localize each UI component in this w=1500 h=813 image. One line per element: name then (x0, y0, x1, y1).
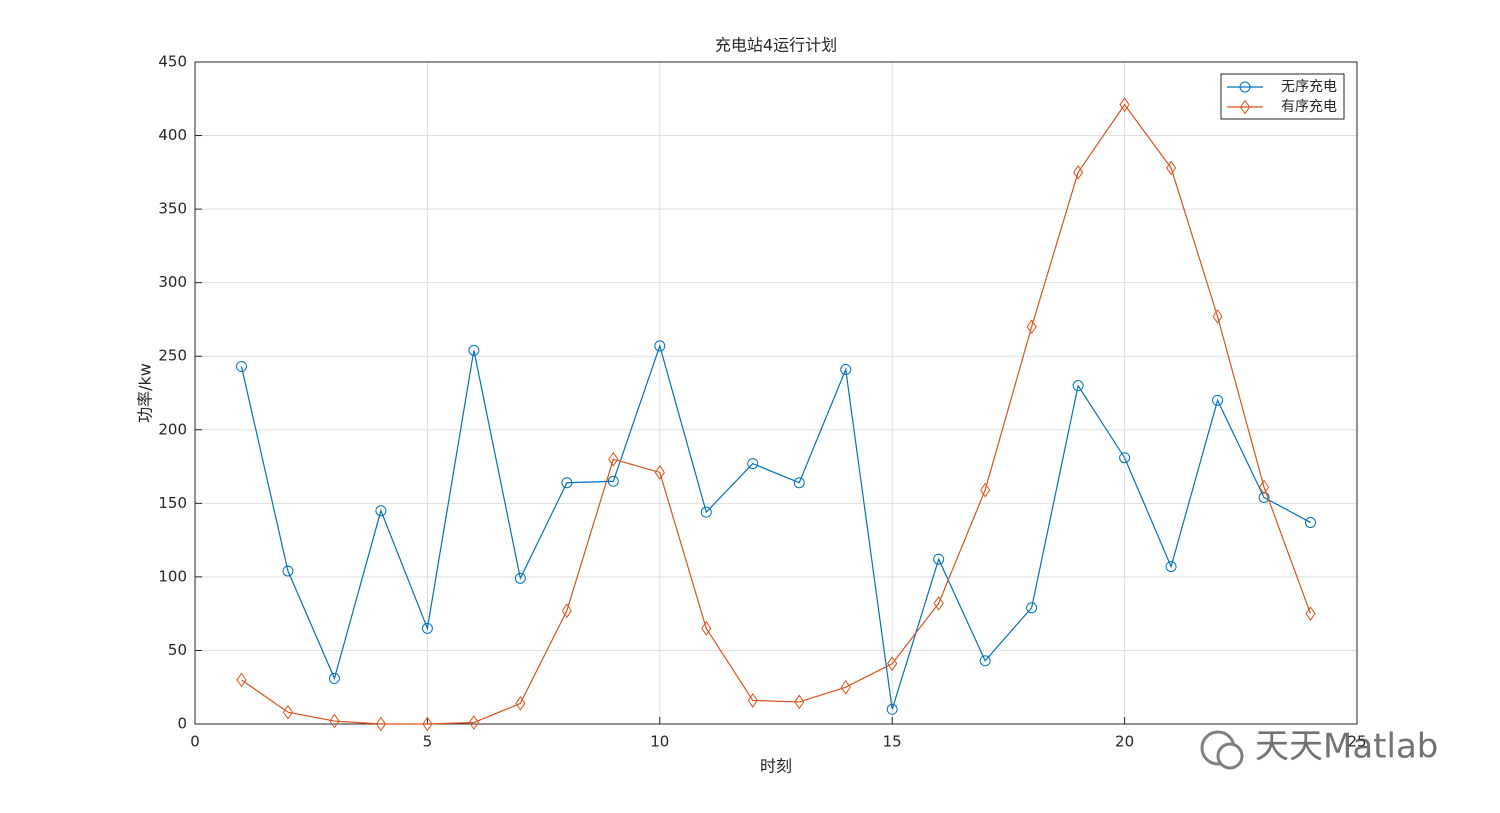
x-axis-label: 时刻 (760, 757, 792, 776)
marker (1072, 380, 1084, 392)
marker (700, 506, 712, 518)
marker (422, 716, 433, 732)
marker (1073, 164, 1084, 180)
marker (980, 482, 991, 498)
watermark-icon (1216, 742, 1244, 770)
marker (328, 672, 340, 684)
marker (1258, 491, 1270, 503)
y-tick-label: 450 (158, 53, 187, 71)
plot-layer: 0 50 100 150 200 250 300 350 400 450 0 5 10 15 20 25 (158, 53, 1366, 751)
legend-box (1220, 73, 1345, 120)
x-tick-label: 10 (650, 733, 669, 751)
marker (282, 704, 294, 720)
marker (1212, 309, 1223, 324)
watermark: 天天Matlab (1255, 727, 1438, 767)
marker (561, 477, 573, 489)
marker (654, 465, 665, 480)
marker (561, 603, 572, 619)
marker (1119, 452, 1131, 464)
marker (1305, 516, 1317, 528)
marker (1026, 602, 1038, 614)
marker (1026, 319, 1037, 335)
axes-box (194, 61, 1358, 725)
x-tick-label: 15 (883, 733, 902, 751)
marker (1165, 561, 1177, 573)
marker (282, 565, 294, 577)
marker (1165, 160, 1177, 176)
y-tick-label: 100 (158, 567, 187, 585)
marker (468, 715, 479, 730)
y-tick-label: 0 (177, 715, 187, 733)
marker (701, 620, 712, 636)
marker (1212, 394, 1224, 406)
marker (933, 595, 944, 611)
y-tick-label: 200 (158, 420, 187, 438)
x-tick-label: 25 (1347, 733, 1366, 751)
marker (1258, 479, 1270, 495)
marker (747, 693, 758, 708)
y-tick-label: 400 (158, 126, 187, 144)
marker (235, 361, 247, 373)
marker (421, 622, 433, 634)
marker (979, 655, 991, 667)
y-tick-label: 250 (158, 347, 187, 365)
x-tick-label: 5 (423, 733, 433, 751)
x-tick-label: 0 (190, 733, 200, 751)
series-line (240, 343, 1311, 710)
watermark-group: 天天Matlab (1200, 727, 1438, 770)
marker (747, 458, 759, 470)
marker (236, 672, 247, 688)
marker (515, 696, 526, 711)
marker (654, 340, 666, 352)
marker (1239, 81, 1251, 93)
marker (1239, 99, 1251, 115)
marker (329, 713, 340, 729)
marker (840, 679, 851, 695)
y-tick-label: 350 (158, 200, 187, 218)
y-tick-label: 50 (168, 641, 187, 659)
marker (468, 344, 480, 356)
marker (1119, 97, 1130, 113)
marker (933, 553, 945, 565)
marker (375, 716, 387, 732)
marker (375, 505, 387, 517)
marker (608, 451, 619, 467)
y-axis-label: 功率/kw (136, 363, 155, 423)
marker (887, 656, 898, 672)
series-line (241, 103, 1312, 725)
marker (607, 475, 619, 487)
marker (840, 363, 852, 375)
marker (794, 694, 805, 710)
marker (514, 572, 526, 584)
marker (886, 703, 898, 715)
x-tick-label: 20 (1115, 733, 1134, 751)
marker (793, 477, 805, 489)
y-tick-label: 300 (158, 273, 187, 291)
marker (1305, 606, 1316, 622)
chart-title: 充电站4运行计划 (715, 36, 837, 55)
legend-label: 无序充电 (1281, 79, 1337, 95)
legend-label: 有序充电 (1281, 99, 1337, 115)
y-tick-label: 150 (158, 494, 187, 512)
